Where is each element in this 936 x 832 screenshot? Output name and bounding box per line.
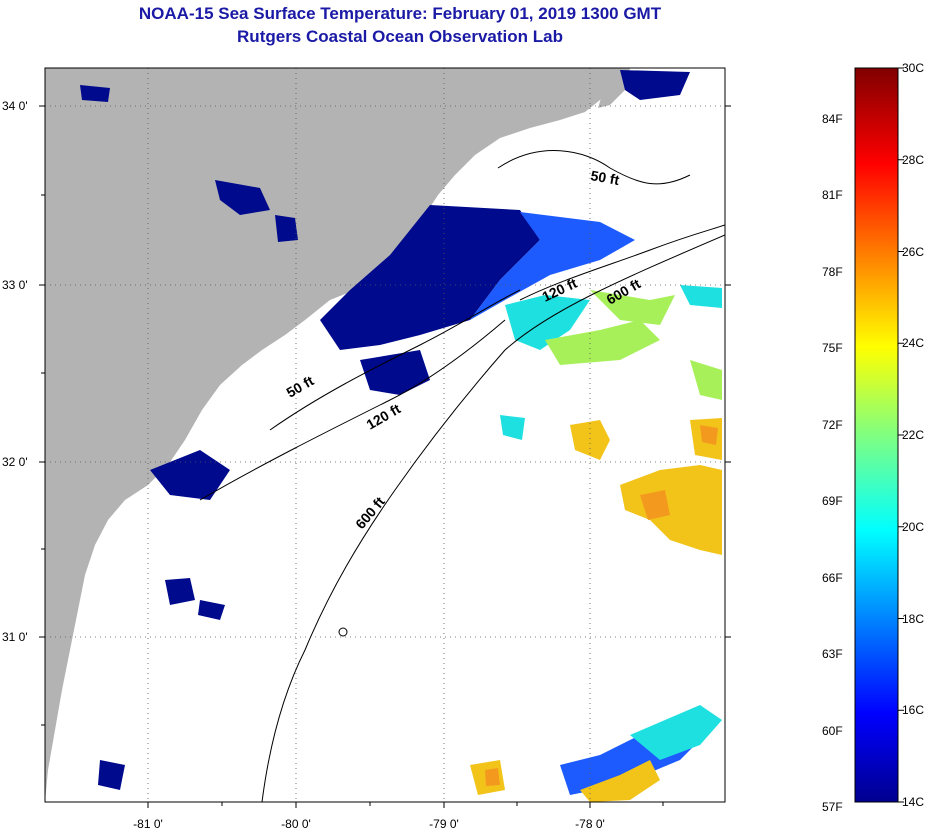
sst-hot-patches [485, 425, 718, 786]
land-mass [45, 68, 612, 802]
map-border [44, 67, 726, 803]
colorbar-celsius-label: 14C [902, 795, 925, 809]
sst-cold-patches [80, 70, 690, 790]
colorbar-celsius-label: 20C [902, 519, 925, 534]
contour-label: 50 ft [589, 167, 620, 188]
lon-tick-label: -79 0' [429, 817, 459, 831]
map-subtitle: Rutgers Coastal Ocean Observation Lab [237, 27, 563, 46]
colorbar-celsius-label: 18C [902, 611, 925, 626]
colorbar-fahrenheit-label: 75F [822, 341, 843, 356]
colorbar-fahrenheit-label: 57F [822, 800, 843, 815]
graticule [45, 68, 725, 802]
colorbar-celsius-label: 16C [902, 703, 925, 718]
tick-marks [39, 105, 731, 808]
sst-mid-patches [500, 285, 722, 760]
lon-tick-label: -81 0' [133, 817, 163, 831]
lon-tick-label: -78 0' [575, 817, 605, 831]
colorbar-ticks [898, 67, 904, 803]
colorbar-fahrenheit-label: 66F [822, 570, 843, 585]
contour-600ft [261, 234, 725, 802]
lat-tick-label: 34 0' [2, 99, 28, 113]
lat-tick-label: 32 0' [2, 455, 28, 469]
colorbar-fahrenheit-label: 72F [822, 417, 843, 432]
colorbar-celsius-label: 22C [902, 428, 925, 442]
lon-tick-label: -80 0' [281, 817, 311, 831]
map-title: NOAA-15 Sea Surface Temperature: Februar… [138, 4, 662, 23]
colorbar-celsius-label: 24C [902, 336, 925, 351]
lat-tick-label: 33 0' [2, 278, 28, 292]
colorbar-fahrenheit-label: 81F [822, 188, 843, 203]
colorbar-fahrenheit-label: 63F [822, 647, 843, 662]
contour-120ft [199, 224, 725, 501]
sst-mild-patches [545, 290, 722, 400]
contour-50ft [269, 150, 691, 431]
lat-tick-label: 31 0' [2, 630, 28, 644]
colorbar-celsius-label: 30C [902, 61, 925, 75]
colorbar-fahrenheit-label: 60F [822, 723, 843, 738]
colorbar-fahrenheit-label: 78F [822, 264, 843, 279]
seamount-contour [338, 627, 348, 637]
colorbar-fahrenheit-label: 84F [822, 111, 843, 126]
colorbar-fahrenheit-label: 69F [822, 494, 843, 509]
bathymetry-contours [199, 150, 725, 802]
colorbar-celsius-label: 26C [902, 244, 925, 259]
colorbar [854, 67, 899, 803]
colorbar-celsius-label: 28C [902, 152, 925, 167]
